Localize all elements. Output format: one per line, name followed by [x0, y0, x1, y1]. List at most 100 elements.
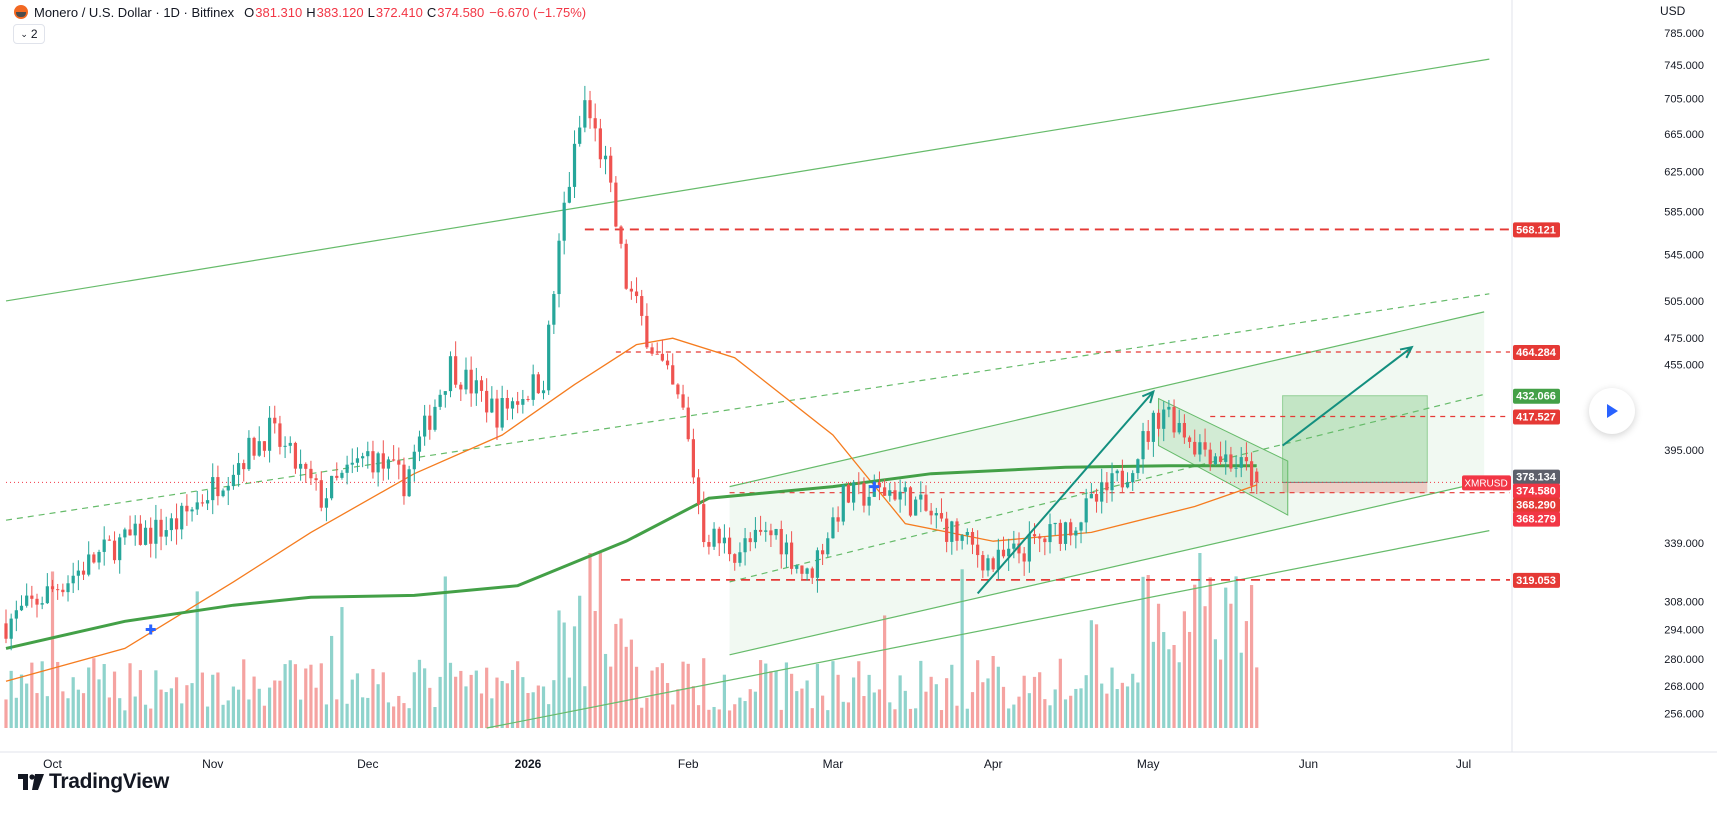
- cross-marker: [145, 624, 156, 635]
- volume-bar: [836, 674, 840, 728]
- candle-body: [428, 415, 432, 430]
- candle-body: [852, 482, 856, 503]
- price-label-box: [1513, 388, 1560, 404]
- volume-bar: [629, 639, 633, 728]
- volume-bar: [443, 576, 447, 728]
- candle-body: [603, 155, 608, 160]
- volume-bar: [898, 675, 902, 728]
- x-tick-label: May: [1137, 757, 1160, 771]
- volume-bar: [81, 693, 86, 728]
- volume-bar: [764, 663, 768, 728]
- y-tick-label: 705.000: [1664, 93, 1704, 105]
- candle-body: [1125, 482, 1130, 488]
- trend-line: [729, 481, 1485, 656]
- candle-body: [510, 401, 515, 409]
- candle-body: [1001, 549, 1006, 557]
- volume-bar: [671, 704, 675, 728]
- volume-bar: [231, 686, 236, 728]
- volume-bar: [976, 660, 980, 728]
- price-label-box: [1513, 469, 1560, 485]
- candle-body: [143, 527, 148, 545]
- candle-body: [319, 480, 323, 508]
- candle-body: [112, 540, 117, 561]
- volume-bar: [510, 669, 515, 728]
- volume-bar: [1058, 658, 1062, 728]
- volume-bar: [1177, 662, 1181, 728]
- candle-body: [1162, 409, 1166, 429]
- candle-body: [1038, 536, 1042, 539]
- volume-bar: [1167, 649, 1171, 728]
- candle-body: [950, 521, 954, 542]
- candle-body: [50, 586, 55, 590]
- candle-body: [1172, 406, 1176, 433]
- candle-body: [1043, 538, 1047, 543]
- volume-bar: [464, 686, 468, 728]
- symbol-title[interactable]: Monero / U.S. Dollar · 1D · Bitfinex: [34, 4, 235, 20]
- candle-body: [619, 226, 623, 244]
- volume-bar: [702, 658, 706, 728]
- symbol-tag-box: [1462, 475, 1511, 491]
- candle-body: [71, 575, 75, 584]
- candle-body: [609, 155, 613, 183]
- y-tick-label: 585.000: [1664, 207, 1704, 219]
- candle-body: [304, 463, 308, 469]
- candle-body: [1208, 449, 1212, 465]
- volume-bar: [1022, 675, 1026, 728]
- candle-body: [769, 530, 773, 536]
- volume-bar: [914, 708, 918, 728]
- candle-body: [671, 365, 675, 385]
- candle-body: [1224, 454, 1228, 462]
- candle-body: [309, 468, 313, 479]
- volume-bar: [252, 676, 256, 728]
- volume-bar: [950, 664, 954, 728]
- volume-bar: [758, 660, 763, 728]
- tradingview-logo[interactable]: TradingView: [18, 770, 169, 794]
- candle-body: [40, 603, 44, 605]
- candle-body: [547, 324, 551, 391]
- volume-bar: [707, 709, 711, 728]
- volume-bar: [557, 610, 561, 728]
- candle-body: [1156, 412, 1161, 429]
- high-value: 383.120: [316, 4, 364, 20]
- candle-body: [1203, 442, 1207, 450]
- candle-body: [30, 595, 34, 599]
- replay-button[interactable]: [1589, 388, 1635, 434]
- candle-body: [314, 478, 318, 481]
- volume-bar: [800, 688, 804, 728]
- candle-body: [645, 315, 649, 348]
- volume-bar: [45, 696, 49, 728]
- candle-body: [696, 477, 701, 505]
- volume-bar: [392, 706, 396, 728]
- volume-bar: [428, 687, 432, 728]
- volume-bar: [118, 698, 122, 728]
- volume-bar: [97, 679, 101, 728]
- volume-bar: [242, 659, 246, 728]
- candle-body: [474, 380, 478, 394]
- candle-body: [681, 394, 685, 408]
- candle-body: [981, 555, 985, 571]
- currency-label[interactable]: USD: [1660, 4, 1686, 18]
- volume-bar: [4, 699, 8, 728]
- volume-bar: [324, 704, 329, 728]
- candle-body: [598, 128, 602, 160]
- volume-bar: [25, 683, 29, 728]
- volume-bar: [459, 670, 463, 728]
- candle-body: [340, 472, 344, 478]
- volume-bar: [753, 691, 758, 728]
- volume-bar: [991, 655, 995, 728]
- volume-bar: [345, 703, 349, 728]
- candle-body: [862, 483, 866, 506]
- candle-body: [386, 459, 391, 469]
- volume-bar: [722, 674, 727, 728]
- candle-body: [355, 458, 360, 463]
- candle-body: [1244, 457, 1249, 462]
- candle-body: [236, 463, 241, 475]
- volume-bar: [779, 709, 783, 728]
- candle-body: [226, 486, 230, 491]
- candle-body: [407, 469, 411, 497]
- candle-body: [4, 623, 8, 639]
- indicators-toggle-button[interactable]: ⌄ 2: [13, 24, 45, 44]
- candle-body: [665, 360, 670, 366]
- volume-bar: [924, 691, 928, 728]
